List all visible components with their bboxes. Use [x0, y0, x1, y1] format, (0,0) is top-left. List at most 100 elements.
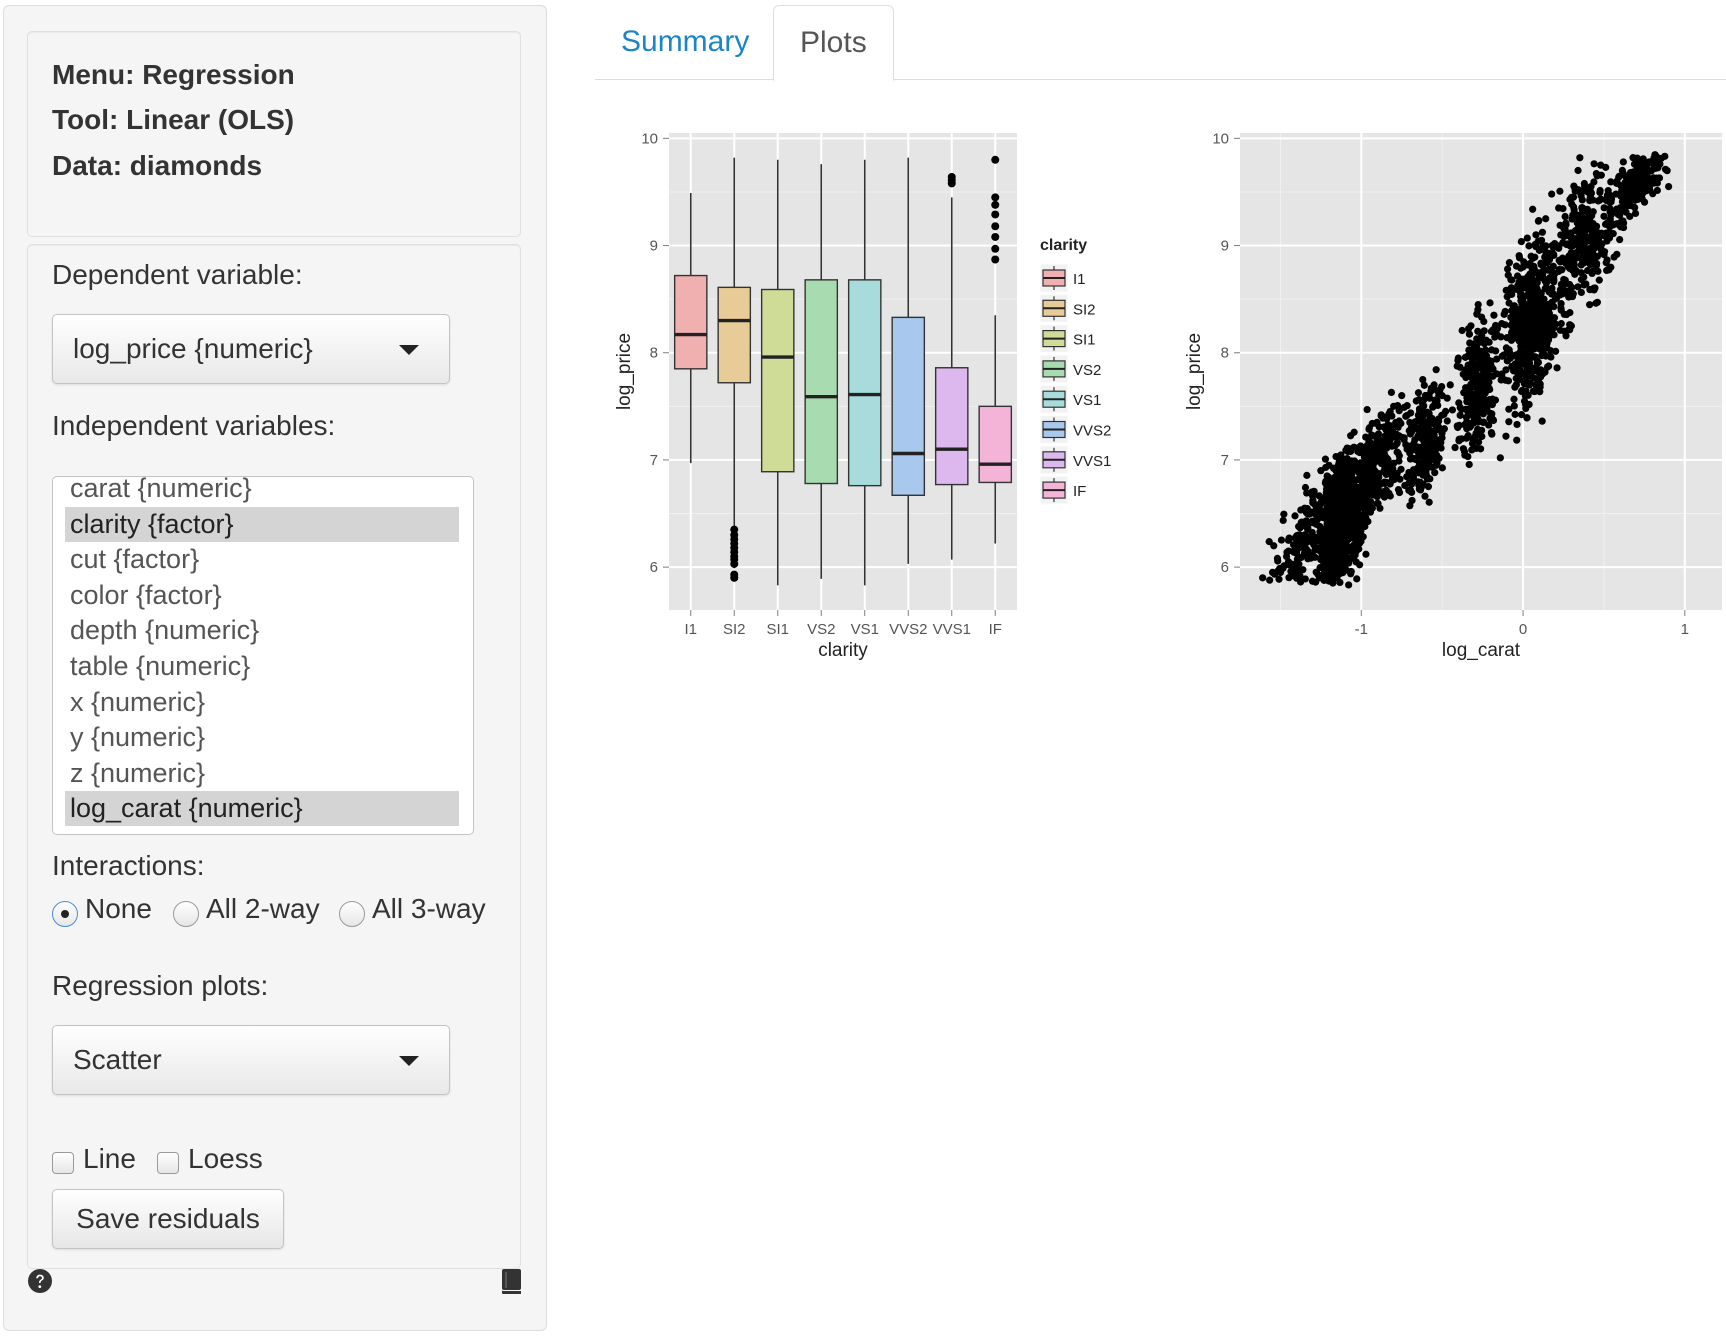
independent-variable-option[interactable]: carat {numeric} [70, 476, 252, 503]
scatter-point [1518, 411, 1526, 419]
independent-variable-option[interactable]: log_carat {numeric} [65, 791, 459, 827]
box-vs1 [847, 279, 882, 487]
scatter-point [1290, 572, 1298, 580]
scatter-point [1316, 547, 1324, 555]
independent-variable-option[interactable]: cut {factor} [70, 544, 200, 575]
independent-variable-option[interactable]: table {numeric} [70, 651, 251, 681]
scatter-point [1502, 432, 1510, 440]
independent-variable-option[interactable]: depth {numeric} [70, 615, 260, 646]
scatter-point [1457, 405, 1466, 413]
scatter-point [1652, 157, 1660, 165]
independent-variables-listbox[interactable]: carat {numeric} clarity {factor} cut {fact… [52, 476, 474, 835]
sidebar: Menu: Regression Tool: Linear (OLS) Data… [3, 5, 547, 1331]
scatter-point [1480, 374, 1489, 382]
scatter-point [1334, 552, 1342, 560]
scatter-point [1384, 435, 1392, 443]
independent-variable-option[interactable]: color {factor} [70, 579, 222, 610]
scatter-point [1597, 161, 1605, 169]
scatter-point [1472, 409, 1480, 417]
save-residuals-button[interactable]: Save residuals [52, 1189, 284, 1249]
y-tick-label: 8 [650, 345, 658, 362]
radio-all-3-way[interactable] [339, 901, 365, 927]
scatter-point [1580, 281, 1588, 289]
y-tick-label: 6 [650, 559, 658, 576]
scatter-point [1575, 224, 1583, 232]
scatter-point [1607, 178, 1615, 186]
scatter-point [1589, 208, 1597, 216]
scatter-point [1591, 284, 1599, 292]
tab-summary[interactable]: Summary [621, 25, 750, 58]
scatter-point [1395, 407, 1403, 415]
scatter-point [1534, 330, 1542, 338]
scatter-point [1583, 215, 1592, 223]
scatter-point [1437, 444, 1445, 452]
x-tick-label: 0 [1519, 621, 1527, 638]
scatter-point [1556, 291, 1564, 299]
scatter-point [1344, 493, 1352, 502]
scatter-point [1523, 234, 1531, 242]
scatter-point [1533, 340, 1541, 348]
scatter-point [1478, 432, 1486, 441]
radio-all-2-way-label: All 2-way [206, 893, 320, 924]
scatter-point [1419, 471, 1427, 479]
independent-variable-option[interactable]: y {numeric} [70, 722, 206, 753]
scatter-point [1464, 432, 1472, 440]
regression-plots-select[interactable]: Scatter [52, 1025, 450, 1095]
scatter-point [1507, 276, 1515, 284]
scatter-point [1523, 336, 1532, 344]
dependent-variable-select[interactable]: log_price {numeric} [52, 314, 450, 384]
line-checkbox[interactable] [52, 1152, 74, 1174]
scatter-point [1457, 435, 1466, 443]
radio-all-2-way[interactable] [173, 901, 199, 927]
scatter-point [1622, 186, 1630, 194]
scatter-point [1303, 489, 1311, 497]
scatter-point [1653, 186, 1661, 195]
scatter-point [1513, 334, 1521, 342]
loess-checkbox[interactable] [157, 1152, 179, 1174]
scatter-point [1412, 397, 1420, 405]
scatter-point [1407, 409, 1415, 417]
outlier-point [991, 200, 1000, 209]
scatter-point [1545, 265, 1553, 273]
scatter-point [1421, 492, 1429, 500]
scatter-point [1525, 242, 1533, 250]
data-label: Data: diamonds [52, 150, 263, 181]
outlier-point [991, 210, 1000, 219]
scatter-point [1420, 402, 1428, 410]
tab-plots[interactable]: Plots [773, 5, 894, 81]
scatter-point [1480, 405, 1488, 414]
scatter-point [1372, 469, 1381, 477]
scatter-point [1349, 548, 1357, 556]
scatter-point [1542, 279, 1550, 287]
controls-panel: Dependent variable: log_price {numeric} … [27, 244, 521, 1269]
scatter-point [1560, 233, 1568, 241]
scatter-point [1438, 382, 1446, 391]
book-icon[interactable] [499, 1268, 523, 1300]
scatter-point [1532, 288, 1540, 296]
scatter-point [1597, 229, 1606, 237]
outlier-point [991, 232, 1000, 241]
scatter-point [1651, 151, 1659, 159]
scatter-point [1309, 499, 1317, 507]
scatter-point [1530, 264, 1538, 272]
scatter-point [1357, 515, 1365, 523]
scatter-point [1579, 258, 1587, 266]
scatter-point [1460, 389, 1468, 397]
radio-none[interactable] [52, 901, 78, 927]
scatter-point [1425, 498, 1433, 506]
scatter-point [1355, 476, 1363, 484]
independent-variable-option[interactable]: clarity {factor} [65, 506, 459, 542]
independent-variable-option[interactable]: z {numeric} [70, 757, 206, 788]
independent-variable-option[interactable]: x {numeric} [70, 686, 206, 717]
scatter-point [1318, 553, 1326, 561]
scatter-point [1503, 357, 1511, 365]
scatter-point [1535, 216, 1543, 225]
scatter-point [1629, 168, 1637, 176]
scatter-point [1528, 279, 1537, 287]
scatter-point [1301, 483, 1310, 492]
scatter-point [1483, 338, 1492, 346]
question-circle-icon[interactable] [27, 1268, 53, 1299]
scatter-point [1416, 478, 1424, 486]
scatter-point [1462, 413, 1471, 422]
scatter-point [1448, 406, 1457, 414]
